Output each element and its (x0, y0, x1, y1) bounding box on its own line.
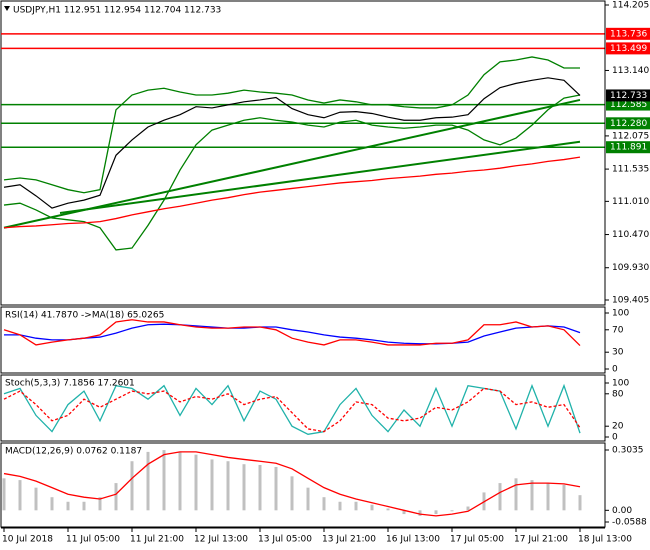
histogram-bar (322, 497, 326, 511)
level-label-box (606, 42, 650, 55)
histogram-bar (562, 484, 566, 511)
y-tick-label: 0 (612, 365, 618, 375)
histogram-bar (130, 461, 134, 511)
x-tick-label: 18 Jul 13:00 (578, 535, 632, 545)
histogram-bar (18, 480, 22, 511)
histogram-bar (306, 487, 310, 511)
y-tick-label: 111.010 (612, 197, 649, 207)
histogram-bar (386, 508, 390, 511)
level-label: 112.280 (610, 119, 647, 129)
y-tick-label: 0.00 (612, 506, 632, 516)
series-line (3, 451, 581, 517)
menu-triangle[interactable] (4, 6, 10, 11)
pane-title: MACD(12,26,9) 0.0762 0.1187 (5, 447, 142, 457)
histogram-bar (146, 451, 150, 511)
histogram-bar (98, 497, 102, 511)
x-tick-label: 10 Jul 2018 (2, 535, 53, 545)
level-label-box (606, 117, 650, 130)
y-tick-label: 110.470 (612, 230, 649, 240)
y-tick-label: 113.140 (612, 66, 649, 76)
series-line (3, 94, 581, 251)
y-tick-label: 100 (612, 379, 629, 389)
histogram-bar (370, 504, 374, 511)
histogram-bar (530, 480, 534, 511)
trend-line (3, 98, 581, 229)
histogram-bar (418, 510, 422, 516)
level-label-box (606, 98, 650, 111)
histogram-bar (114, 483, 118, 511)
pane-title: RSI(14) 41.7870 ->MA(18) 65.0265 (5, 311, 164, 321)
level-label-box (606, 141, 650, 154)
x-tick-label: 11 Jul 21:00 (130, 535, 184, 545)
histogram-bar (514, 478, 518, 511)
x-tick-label: 11 Jul 05:00 (66, 535, 120, 545)
series-line (3, 156, 581, 229)
y-tick-label: 0.3035 (612, 446, 644, 456)
histogram-bar (578, 495, 582, 511)
histogram-bar (34, 487, 38, 511)
histogram-bar (274, 466, 278, 511)
y-tick-label: 70 (612, 325, 624, 335)
y-tick-label: 0 (612, 433, 618, 443)
histogram-bar (66, 501, 70, 511)
y-tick-label: 20 (612, 422, 624, 432)
y-tick-label: 80 (612, 389, 624, 399)
level-label: 112.585 (610, 100, 647, 110)
series-line (3, 383, 581, 435)
histogram-bar (2, 478, 6, 511)
y-tick-label: -0.0588 (612, 518, 647, 528)
series-line (3, 56, 580, 194)
y-tick-label: 114.205 (612, 1, 649, 11)
pane-title: USDJPY,H1 112.951 112.954 112.704 112.73… (13, 6, 221, 16)
histogram-bar (402, 510, 406, 515)
histogram-bar (498, 483, 502, 511)
level-label: 113.499 (610, 44, 647, 54)
y-tick-label: 109.405 (612, 296, 649, 306)
level-label-box (606, 27, 650, 40)
series-line (4, 323, 581, 345)
histogram-bar (162, 450, 166, 511)
histogram-bar (82, 501, 86, 511)
last-price-label: 112.733 (610, 91, 647, 101)
y-tick-label: 30 (612, 348, 624, 358)
level-label: 111.891 (610, 143, 647, 153)
last-price-box (606, 89, 650, 102)
series-line (3, 387, 581, 433)
y-tick-label: 112.075 (612, 131, 649, 141)
histogram-bar (434, 510, 438, 515)
x-tick-label: 13 Jul 05:00 (258, 535, 312, 545)
x-tick-label: 17 Jul 21:00 (514, 535, 568, 545)
histogram-bar (178, 451, 182, 511)
y-tick-label: 100 (612, 309, 629, 319)
series-line (3, 77, 581, 209)
histogram-bar (546, 483, 550, 511)
histogram-bar (50, 497, 54, 511)
y-tick-label: 109.930 (612, 263, 649, 273)
histogram-bar (242, 464, 246, 511)
pane-title: Stoch(5,3,3) 7.1856 17.2601 (5, 379, 135, 389)
x-tick-label: 17 Jul 05:00 (450, 535, 504, 545)
histogram-bar (354, 501, 358, 511)
histogram-bar (290, 476, 294, 511)
histogram-bar (210, 459, 214, 511)
histogram-bar (194, 454, 198, 511)
y-tick-label: 111.535 (612, 165, 649, 175)
x-tick-label: 16 Jul 13:00 (386, 535, 440, 545)
histogram-bar (258, 465, 262, 511)
histogram-bar (226, 461, 230, 511)
histogram-bar (450, 510, 454, 512)
x-tick-label: 13 Jul 21:00 (322, 535, 376, 545)
x-tick-label: 12 Jul 13:00 (194, 535, 248, 545)
histogram-bar (338, 501, 342, 511)
trend-line (59, 140, 581, 215)
series-line (3, 319, 581, 347)
histogram-bar (466, 506, 470, 511)
level-label: 113.736 (610, 29, 647, 39)
